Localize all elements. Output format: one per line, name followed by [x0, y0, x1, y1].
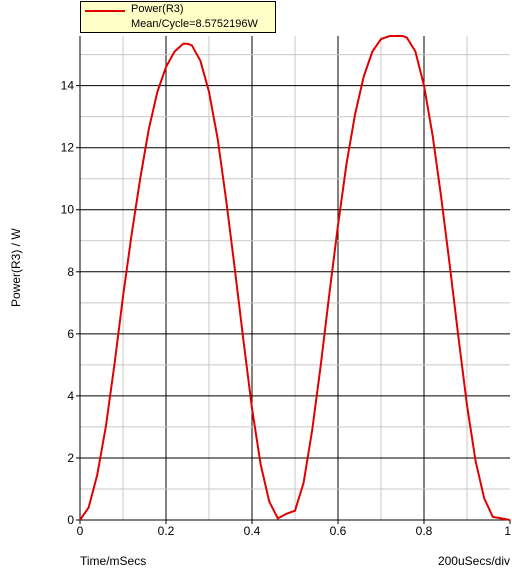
- x-division-label: 200uSecs/div: [437, 554, 510, 568]
- x-tick-label: 1: [504, 524, 511, 538]
- series-line-power-r3: [79, 35, 511, 521]
- x-tick-label: 0.6: [330, 524, 347, 538]
- y-tick-label: 0: [67, 513, 74, 527]
- axes: [76, 36, 511, 524]
- y-tick-label: 12: [61, 141, 75, 155]
- y-tick-label: 14: [61, 79, 75, 93]
- tick-labels: 0 2 4 6 8 10 12 14 0 0.2 0.4 0.6 0.8 1: [61, 79, 512, 538]
- y-tick-label: 8: [67, 265, 74, 279]
- x-tick-label: 0.2: [158, 524, 175, 538]
- legend: Power(R3) Mean/Cycle=8.5752196W: [80, 1, 276, 33]
- y-tick-label: 10: [61, 203, 75, 217]
- y-tick-label: 6: [67, 327, 74, 341]
- y-axis-label: Power(R3) / W: [9, 228, 23, 307]
- legend-swatch: [85, 10, 125, 12]
- x-tick-label: 0: [77, 524, 84, 538]
- y-tick-label: 4: [67, 389, 74, 403]
- legend-mean-per-cycle: Mean/Cycle=8.5752196W: [131, 18, 258, 30]
- grid: [80, 36, 510, 520]
- legend-series-name: Power(R3): [131, 3, 184, 15]
- x-tick-label: 0.8: [416, 524, 433, 538]
- y-tick-label: 2: [67, 451, 74, 465]
- x-tick-label: 0.4: [244, 524, 261, 538]
- x-axis-label: Time/mSecs: [80, 554, 147, 568]
